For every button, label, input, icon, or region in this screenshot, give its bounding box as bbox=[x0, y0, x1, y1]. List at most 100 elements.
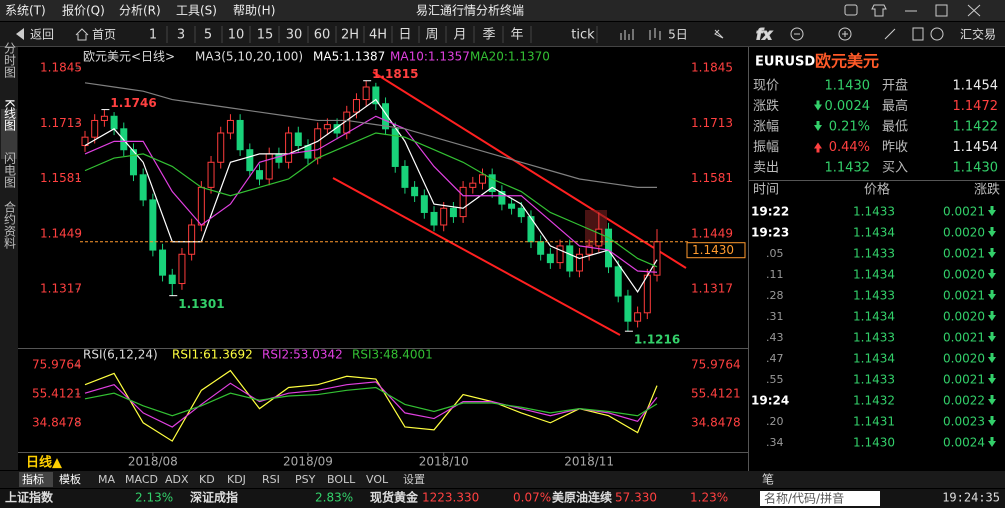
quote-value: 0.44% bbox=[829, 140, 870, 155]
skin-button[interactable] bbox=[844, 4, 858, 16]
series-line bbox=[84, 381, 658, 428]
period-button[interactable]: 60 bbox=[314, 28, 331, 43]
tick-arrow bbox=[988, 437, 996, 447]
tick-change: 0.0020 bbox=[943, 310, 985, 324]
period-button[interactable]: 2H bbox=[341, 28, 359, 43]
side-tab[interactable]: 合约资料 bbox=[3, 200, 17, 249]
chart-icons: fx bbox=[620, 25, 944, 44]
candle-body bbox=[149, 199, 157, 251]
status-bar bbox=[0, 489, 1005, 508]
side-tab[interactable]: 闪电图 bbox=[3, 152, 17, 188]
tick-change: 0.0023 bbox=[943, 415, 985, 429]
quote-value: 1.1422 bbox=[953, 120, 999, 135]
indicator-tab[interactable]: PSY bbox=[295, 473, 316, 486]
candle-body bbox=[285, 132, 293, 163]
menu-item[interactable]: 系统(T) bbox=[5, 4, 46, 18]
shirt-button[interactable] bbox=[871, 4, 887, 17]
search-box[interactable] bbox=[760, 491, 880, 506]
fx-icon[interactable]: fx bbox=[756, 25, 775, 44]
indicator-tab[interactable]: MA bbox=[98, 473, 115, 486]
candle-body bbox=[459, 186, 467, 218]
window-title: 易汇通行情分析终端 bbox=[416, 3, 524, 18]
side-tab[interactable]: 分时图 bbox=[3, 42, 17, 78]
zoom-in-icon[interactable] bbox=[838, 27, 852, 41]
series-line bbox=[84, 132, 658, 268]
indicator-tab[interactable]: ADX bbox=[165, 473, 189, 486]
candle-body bbox=[197, 186, 205, 226]
quote-label: 涨幅 bbox=[753, 120, 779, 135]
quote-value: 0.21% bbox=[829, 120, 870, 135]
candle-body bbox=[110, 115, 118, 130]
tick-price: 1.1431 bbox=[853, 415, 895, 429]
y-tick-label: 55.4121 bbox=[32, 386, 82, 400]
candle-body bbox=[449, 207, 457, 218]
quote-label: 现价 bbox=[753, 79, 779, 94]
quote-value: 0.0024 bbox=[825, 99, 871, 114]
menu-item[interactable]: 分析(R) bbox=[119, 4, 161, 18]
back-icon bbox=[16, 28, 24, 40]
period-button[interactable]: 4H bbox=[369, 28, 387, 43]
candle-icon[interactable] bbox=[649, 28, 661, 40]
period-label[interactable]: 日线▲ bbox=[26, 455, 62, 471]
tick-time: .20 bbox=[766, 415, 784, 428]
period-button[interactable]: 15 bbox=[257, 28, 274, 43]
window-controls bbox=[844, 4, 981, 17]
indicator-tab[interactable]: 指标 bbox=[22, 472, 44, 486]
indicator-tab[interactable]: KD bbox=[199, 473, 215, 486]
period-button[interactable]: 年 bbox=[510, 28, 523, 43]
five-day-button[interactable]: 5日 bbox=[668, 28, 688, 42]
menu-bar bbox=[0, 0, 1005, 21]
menu-item[interactable]: 工具(S) bbox=[176, 4, 217, 18]
tick-price: 1.1433 bbox=[853, 247, 895, 261]
indicator-tab[interactable]: BOLL bbox=[327, 473, 356, 486]
candle-body bbox=[556, 245, 564, 264]
zoom-out-icon[interactable] bbox=[790, 27, 804, 41]
period-button[interactable]: 3 bbox=[177, 28, 185, 43]
indicator-tab[interactable]: VOL bbox=[366, 473, 389, 486]
candle-body bbox=[537, 241, 545, 255]
period-button[interactable]: 周 bbox=[425, 28, 438, 43]
tick-price: 1.1434 bbox=[853, 226, 895, 240]
bar-icon[interactable] bbox=[620, 29, 634, 40]
period-button[interactable]: 30 bbox=[286, 28, 303, 43]
maximize-button[interactable] bbox=[935, 4, 948, 17]
indicator-tab[interactable]: KDJ bbox=[227, 473, 246, 486]
list-icon[interactable] bbox=[912, 27, 924, 41]
change-arrow bbox=[814, 100, 822, 111]
period-button[interactable]: 5 bbox=[204, 28, 212, 43]
candle-body bbox=[265, 153, 273, 180]
search-placeholder[interactable]: 名称/代码/拼音 bbox=[764, 491, 844, 506]
y-tick-label-right: 1.1713 bbox=[691, 116, 733, 130]
candle-body bbox=[585, 245, 593, 255]
period-button[interactable]: tick bbox=[571, 28, 595, 43]
candle-body bbox=[643, 274, 651, 314]
period-button[interactable]: 日 bbox=[398, 28, 411, 43]
indicator-tab[interactable]: 设置 bbox=[403, 473, 425, 486]
back-button[interactable]: 返回 bbox=[30, 28, 54, 42]
tick-time: .47 bbox=[766, 352, 784, 365]
close-button[interactable] bbox=[967, 4, 981, 17]
quote-label: 买入 bbox=[882, 161, 908, 176]
draw-icon[interactable] bbox=[884, 28, 896, 40]
status-item: 2.83% bbox=[315, 491, 353, 505]
tool-icon[interactable] bbox=[714, 29, 724, 39]
tick-time: 19:24 bbox=[751, 394, 789, 408]
period-button[interactable]: 季 bbox=[482, 28, 495, 43]
trade-icon[interactable] bbox=[930, 27, 944, 41]
series-line bbox=[84, 369, 658, 442]
side-tab[interactable]: K线图 bbox=[3, 99, 17, 131]
low-annotation: 1.1216 bbox=[634, 333, 680, 347]
period-button[interactable]: 1 bbox=[149, 28, 157, 43]
trade-button[interactable]: 汇交易 bbox=[960, 27, 996, 42]
indicator-tab[interactable]: 模板 bbox=[59, 472, 81, 486]
period-button[interactable]: 月 bbox=[453, 28, 466, 43]
period-button[interactable]: 10 bbox=[228, 28, 245, 43]
indicator-tab[interactable]: RSI bbox=[262, 473, 280, 486]
menu-item[interactable]: 报价(Q) bbox=[62, 3, 105, 18]
indicator-tab[interactable]: MACD bbox=[125, 473, 158, 486]
status-item: 美原油连续 bbox=[552, 490, 612, 505]
home-button[interactable]: 首页 bbox=[92, 28, 116, 42]
pen-tab[interactable]: 笔 bbox=[762, 472, 774, 487]
menu-item[interactable]: 帮助(H) bbox=[233, 4, 275, 18]
